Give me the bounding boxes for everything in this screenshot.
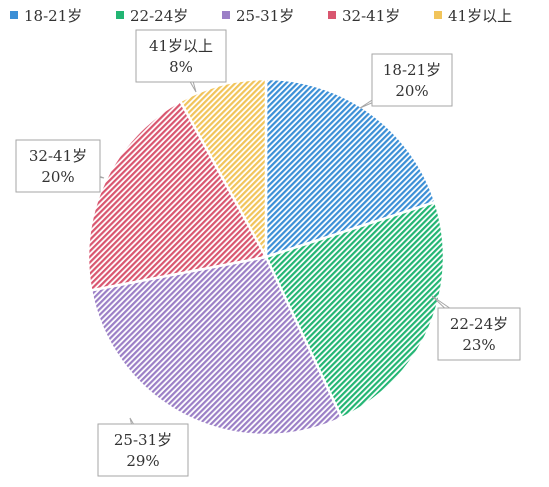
callout-25-31: 25-31岁 29% — [97, 423, 189, 477]
legend-label: 41岁以上 — [448, 7, 512, 25]
callout-category: 41岁以上 — [149, 37, 213, 55]
callout-22-24: 22-24岁 23% — [437, 307, 521, 361]
callout-box — [135, 29, 227, 83]
legend-swatch — [10, 11, 18, 19]
pie-slice-32-41 — [86, 99, 268, 292]
callout-category: 22-24岁 — [450, 315, 508, 333]
legend-label: 32-41岁 — [342, 7, 400, 25]
callout-labels: 18-21岁 20% 22-24岁 23% 25-31岁 29% 32-41岁 20% 41岁以… — [15, 29, 521, 477]
pie-slice-41 — [178, 77, 268, 258]
legend-label: 22-24岁 — [130, 7, 188, 25]
pie-slice-25-31 — [89, 255, 344, 437]
legend: 18-21岁 22-24岁 25-31岁 32-41岁 41岁以上 — [10, 7, 512, 25]
legend-label: 25-31岁 — [236, 7, 294, 25]
legend-item-25-31: 25-31岁 — [222, 7, 294, 25]
legend-item-18-21: 18-21岁 — [10, 7, 82, 25]
legend-swatch — [116, 11, 124, 19]
callout-value: 8% — [169, 58, 193, 76]
callout-box — [437, 307, 521, 361]
pie-slice-22-24 — [264, 200, 446, 420]
callout-box — [97, 423, 189, 477]
legend-item-41: 41岁以上 — [434, 7, 512, 25]
callout-box — [371, 53, 453, 107]
callout-category: 25-31岁 — [114, 431, 172, 449]
callout-value: 23% — [462, 336, 495, 354]
callout-18-21: 18-21岁 20% — [371, 53, 453, 107]
callout-category: 32-41岁 — [29, 147, 87, 165]
callout-value: 20% — [41, 168, 74, 186]
legend-swatch — [328, 11, 336, 19]
pie-slices — [86, 77, 446, 437]
callout-value: 20% — [395, 82, 428, 100]
callout-category: 18-21岁 — [383, 61, 441, 79]
pie-slice-18-21 — [264, 77, 437, 259]
legend-swatch — [222, 11, 230, 19]
legend-label: 18-21岁 — [24, 7, 82, 25]
callout-32-41: 32-41岁 20% — [15, 139, 101, 193]
callout-box — [15, 139, 101, 193]
legend-item-32-41: 32-41岁 — [328, 7, 400, 25]
legend-swatch — [434, 11, 442, 19]
legend-item-22-24: 22-24岁 — [116, 7, 188, 25]
callout-value: 29% — [126, 452, 159, 470]
callout-41: 41岁以上 8% — [135, 29, 227, 83]
